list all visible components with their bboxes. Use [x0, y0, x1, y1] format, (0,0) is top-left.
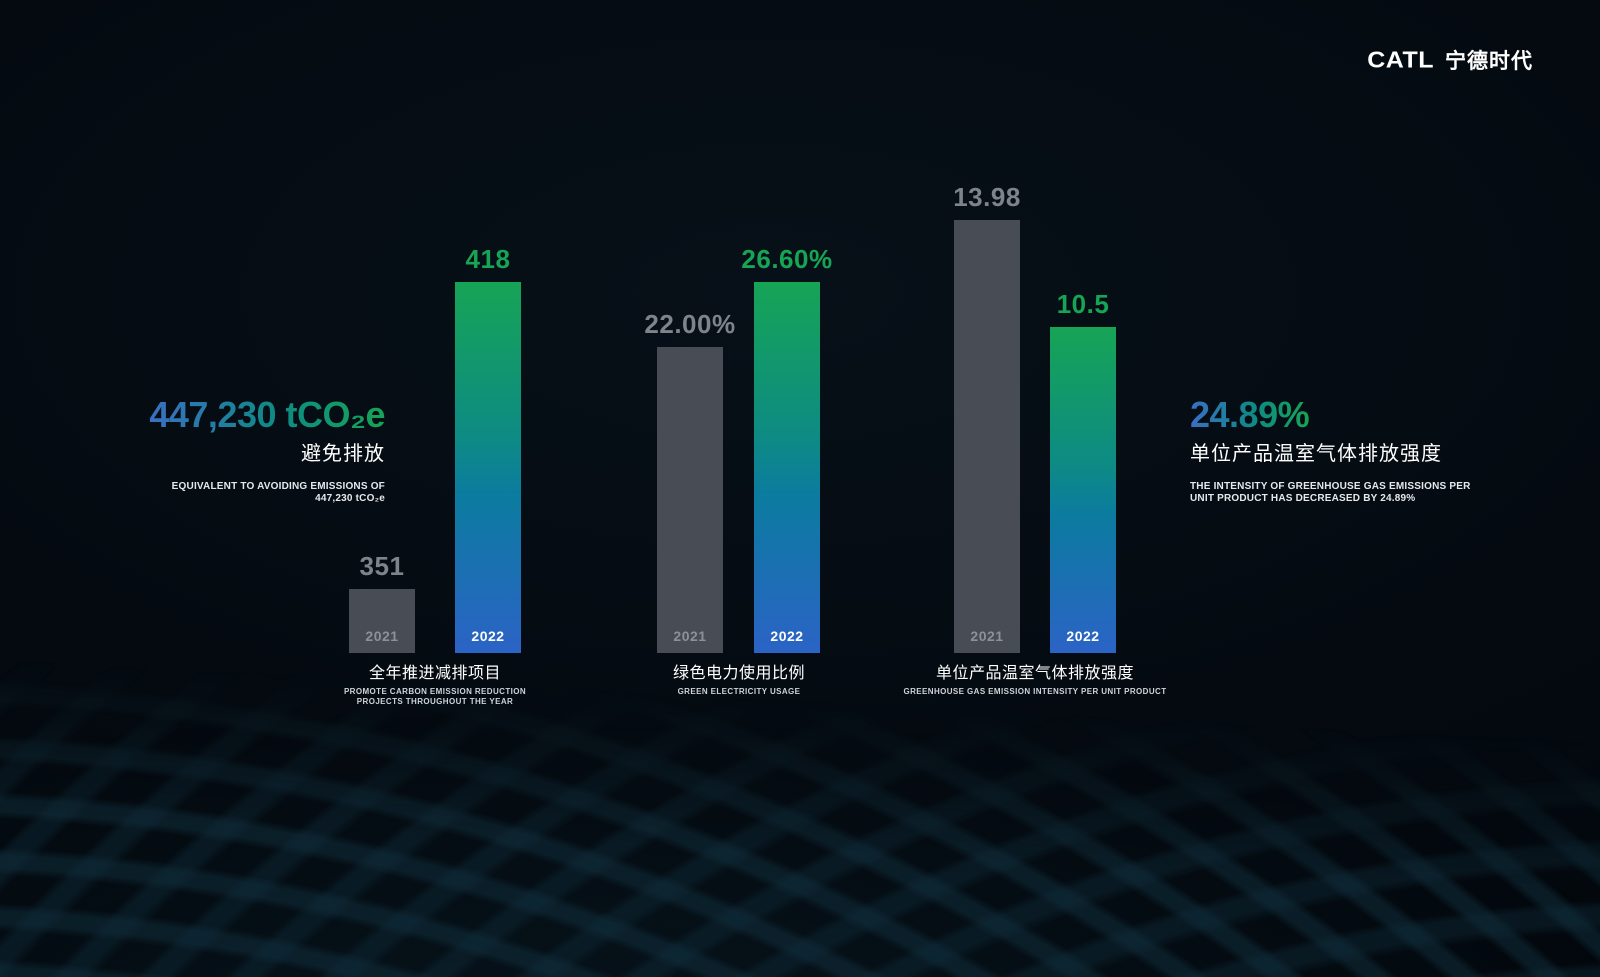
bar-value-label: 22.00%	[644, 309, 736, 339]
group-title-zh: 全年推进减排项目	[368, 665, 501, 682]
bar-2021: 13.98 2021	[953, 182, 1020, 653]
group-title-en-line: PROMOTE CARBON EMISSION REDUCTION	[343, 687, 527, 696]
caption-line: THE INTENSITY OF GREENHOUSE GAS EMISSION…	[1190, 481, 1471, 492]
group-caption-reduction-projects: 全年推进减排项目 PROMOTE CARBON EMISSION REDUCTI…	[255, 664, 615, 707]
catl-logo: CATL 宁德时代	[1367, 45, 1533, 75]
chart-group-green-electricity: 22.00% 2021 26.60% 2022	[644, 244, 832, 653]
bar-value-label: 13.98	[953, 182, 1021, 212]
intensity-decrease-subtitle-zh: 单位产品温室气体排放强度	[1190, 443, 1442, 465]
avoided-emissions-caption: EQUIVALENT TO AVOIDING EMISSIONS OF 447,…	[0, 481, 385, 505]
bar-year-label: 2021	[365, 628, 399, 644]
bar-2022: 10.5 2022	[1050, 289, 1116, 653]
chart-group-reduction-projects: 351 2021 418 2022	[349, 244, 521, 653]
bar-value-label: 351	[359, 551, 405, 581]
caption-line: UNIT PRODUCT HAS DECREASED BY 24.89%	[1190, 493, 1416, 504]
group-caption-ghg-intensity: 单位产品温室气体排放强度 GREENHOUSE GAS EMISSION INT…	[855, 664, 1215, 697]
group-title-en: GREEN ELECTRICITY USAGE	[559, 687, 919, 697]
bar-value-label: 26.60%	[741, 244, 833, 274]
group-caption-green-electricity: 绿色电力使用比例 GREEN ELECTRICITY USAGE	[559, 664, 919, 697]
group-title-en-line: GREENHOUSE GAS EMISSION INTENSITY PER UN…	[903, 687, 1167, 696]
intensity-decrease-panel: 24.89% 单位产品温室气体排放强度 THE INTENSITY OF GRE…	[1190, 394, 1535, 505]
group-title-en-line: PROJECTS THROUGHOUT THE YEAR	[356, 697, 514, 706]
group-title-zh: 绿色电力使用比例	[672, 665, 805, 682]
bar-year-label: 2021	[970, 628, 1004, 644]
group-title-zh: 单位产品温室气体排放强度	[935, 665, 1134, 682]
bar-2022: 418 2022	[455, 244, 521, 653]
bar-value-label: 418	[465, 244, 511, 274]
avoided-emissions-panel: 447,230 tCO₂e 避免排放 EQUIVALENT TO AVOIDIN…	[0, 394, 385, 505]
group-title-en: PROMOTE CARBON EMISSION REDUCTION PROJEC…	[255, 687, 615, 707]
bar-year-label: 2022	[471, 628, 505, 644]
group-title-en: GREENHOUSE GAS EMISSION INTENSITY PER UN…	[855, 687, 1215, 697]
avoided-emissions-subtitle-zh: 避免排放	[301, 443, 385, 465]
bar-year-label: 2022	[1066, 628, 1100, 644]
catl-logo-wordmark: CATL	[1367, 47, 1434, 73]
caption-line: 447,230 tCO₂e	[315, 493, 385, 504]
bar-2021: 351 2021	[349, 551, 415, 653]
intensity-decrease-caption: THE INTENSITY OF GREENHOUSE GAS EMISSION…	[1190, 481, 1535, 505]
caption-line: EQUIVALENT TO AVOIDING EMISSIONS OF	[171, 481, 385, 492]
bar-value-label: 10.5	[1056, 289, 1110, 319]
avoided-emissions-headline: 447,230 tCO₂e	[149, 394, 385, 435]
intensity-decrease-headline: 24.89%	[1190, 394, 1310, 435]
bar-2021: 22.00% 2021	[644, 309, 735, 653]
bar-2022: 26.60% 2022	[741, 244, 832, 653]
group-title-en-line: GREEN ELECTRICITY USAGE	[677, 687, 801, 696]
bar-year-label: 2022	[770, 628, 804, 644]
chart-group-ghg-intensity: 13.98 2021 10.5 2022	[953, 182, 1116, 653]
bar-year-label: 2021	[673, 628, 707, 644]
catl-logo-chinese: 宁德时代	[1445, 50, 1533, 73]
